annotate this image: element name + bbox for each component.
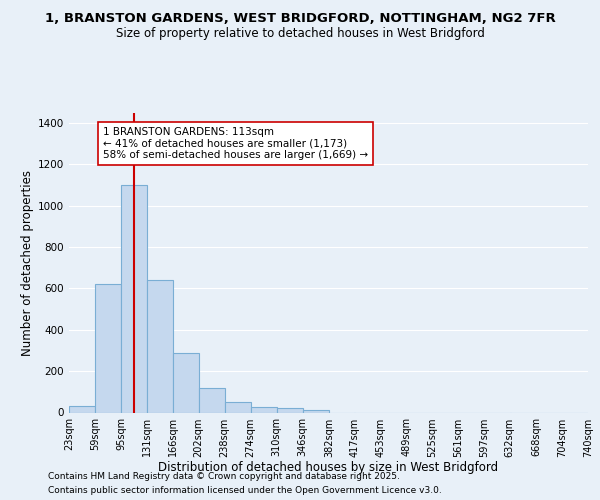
Bar — [121, 185, 147, 412]
Text: Contains public sector information licensed under the Open Government Licence v3: Contains public sector information licen… — [48, 486, 442, 495]
Bar — [277, 408, 303, 412]
Bar — [95, 284, 121, 412]
Y-axis label: Number of detached properties: Number of detached properties — [21, 170, 34, 356]
Bar — [199, 388, 224, 412]
X-axis label: Distribution of detached houses by size in West Bridgford: Distribution of detached houses by size … — [158, 461, 499, 474]
Bar — [69, 406, 95, 412]
Bar — [224, 402, 251, 412]
Text: Contains HM Land Registry data © Crown copyright and database right 2025.: Contains HM Land Registry data © Crown c… — [48, 472, 400, 481]
Text: 1 BRANSTON GARDENS: 113sqm
← 41% of detached houses are smaller (1,173)
58% of s: 1 BRANSTON GARDENS: 113sqm ← 41% of deta… — [103, 127, 368, 160]
Text: Size of property relative to detached houses in West Bridgford: Size of property relative to detached ho… — [116, 28, 484, 40]
Bar — [147, 280, 173, 412]
Bar — [173, 352, 199, 412]
Bar — [251, 408, 277, 412]
Bar — [303, 410, 329, 412]
Text: 1, BRANSTON GARDENS, WEST BRIDGFORD, NOTTINGHAM, NG2 7FR: 1, BRANSTON GARDENS, WEST BRIDGFORD, NOT… — [44, 12, 556, 26]
